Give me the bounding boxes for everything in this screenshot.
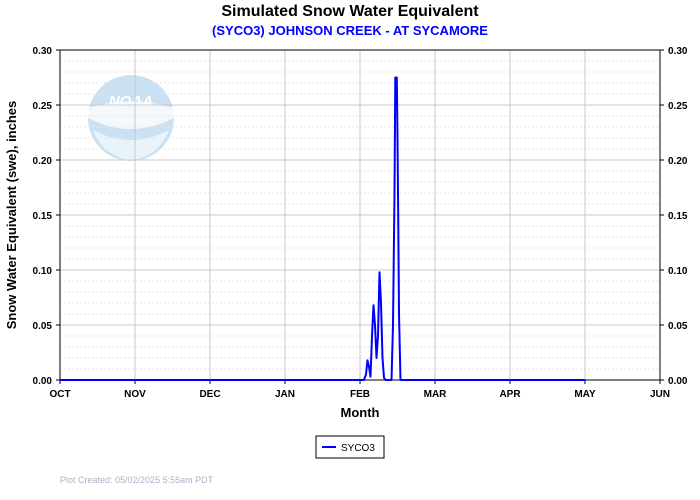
y-axis-label: Snow Water Equivalent (swe), inches [4, 101, 19, 330]
legend: SYCO3 [315, 435, 385, 459]
grid [59, 49, 661, 381]
legend-box [315, 435, 385, 459]
y-tick-label-right: 0.20 [668, 156, 688, 167]
x-tick-label: NOV [124, 389, 146, 400]
x-tick-label: FEB [350, 389, 370, 400]
y-axis-left: 0.00 0.05 0.10 0.15 0.20 0.25 0.30 [33, 46, 60, 387]
y-tick-label-left: 0.30 [33, 46, 53, 57]
y-tick-label-right: 0.15 [668, 211, 688, 222]
plot-created-footer: Plot Created: 05/02/2025 5:55am PDT [60, 475, 214, 485]
x-tick-label: MAY [574, 389, 596, 400]
series-layer [60, 76, 585, 381]
x-tick-label: JUN [650, 389, 670, 400]
y-tick-label-left: 0.05 [33, 321, 53, 332]
x-tick-label: MAR [424, 389, 448, 400]
chart-subtitle: (SYCO3) JOHNSON CREEK - AT SYCAMORE [212, 23, 488, 38]
y-tick-label-left: 0.25 [33, 101, 53, 112]
x-tick-label: APR [499, 389, 521, 400]
legend-label: SYCO3 [341, 443, 375, 454]
y-tick-label-right: 0.00 [668, 376, 688, 387]
y-tick-label-right: 0.25 [668, 101, 688, 112]
x-tick-label: OCT [49, 389, 70, 400]
y-tick-label-left: 0.10 [33, 266, 53, 277]
noaa-logo-icon: NOAA [88, 75, 174, 161]
y-tick-label-left: 0.20 [33, 156, 53, 167]
y-tick-label-left: 0.00 [33, 376, 53, 387]
y-axis-right: 0.00 0.05 0.10 0.15 0.20 0.25 0.30 [660, 46, 688, 387]
y-tick-label-left: 0.15 [33, 211, 53, 222]
chart-title: Simulated Snow Water Equivalent [221, 3, 479, 20]
x-axis: OCT NOV DEC JAN FEB MAR APR MAY JUN [49, 380, 670, 400]
watermark-text: NOAA [109, 93, 153, 110]
x-tick-label: DEC [199, 389, 220, 400]
y-tick-label-right: 0.05 [668, 321, 688, 332]
series-line-syco3 [60, 76, 585, 381]
y-tick-label-right: 0.30 [668, 46, 688, 57]
x-axis-label: Month [341, 405, 380, 420]
x-tick-label: JAN [275, 389, 295, 400]
y-tick-label-right: 0.10 [668, 266, 688, 277]
